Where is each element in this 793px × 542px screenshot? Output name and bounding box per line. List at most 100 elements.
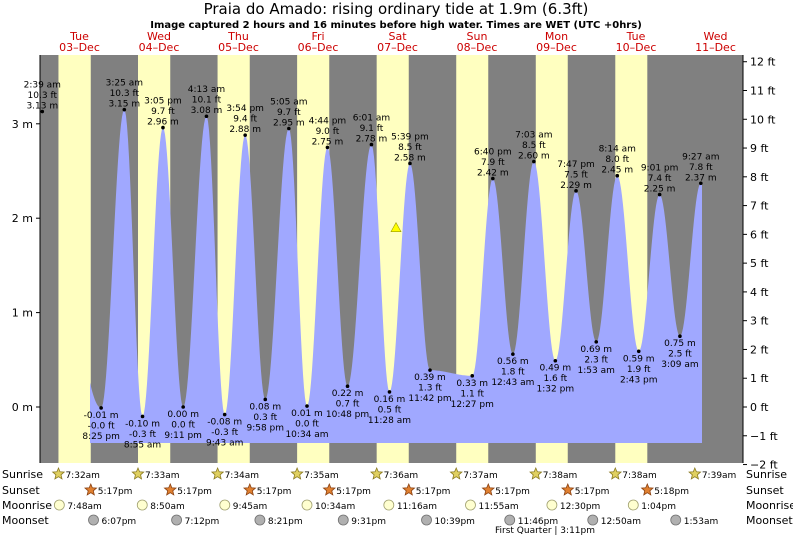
low-tide-ft: -0.3 ft: [129, 430, 156, 440]
axes: 0 m 1 m 2 m 3 m −2 ft −1 ft 0 ft 1 ft 2 ft 3 ft 4 …: [12, 55, 778, 472]
moonrise-icon: [301, 499, 313, 511]
row-label-left: Moonset: [2, 514, 49, 527]
sunset-icon: [640, 482, 654, 496]
low-tide-time: 8:25 pm: [82, 432, 120, 442]
moonset-time: 10:39pm: [435, 517, 475, 527]
low-tide-m: 0.69 m: [580, 345, 612, 355]
sunrise-time: 7:35am: [304, 471, 339, 481]
tide-event-point: [369, 142, 374, 147]
high-tide-time: 9:01 pm: [641, 164, 679, 174]
right-tick-label: 3 ft: [750, 315, 769, 328]
sunset-time: 5:17pm: [98, 487, 133, 497]
sunrise-time: 7:36am: [384, 471, 419, 481]
low-tide-ft: -0.3 ft: [211, 428, 238, 438]
high-tide-ft: 7.8 ft: [689, 163, 713, 173]
low-tide-ft: 1.6 ft: [543, 374, 567, 384]
tide-event-point: [532, 159, 536, 164]
moonrise-icon: [53, 499, 65, 511]
high-tide-m: 2.75 m: [312, 137, 344, 147]
low-tide-ft: 1.1 ft: [460, 389, 484, 399]
sunrise-icon: [131, 466, 145, 480]
right-tick-label: 2 ft: [750, 343, 769, 356]
tide-event-point: [511, 352, 515, 356]
day-name: Tue: [69, 30, 89, 43]
moonset-icon: [421, 514, 432, 526]
day-date: 07–Dec: [377, 41, 418, 54]
right-tick-label: 4 ft: [750, 286, 769, 299]
sunset-icon: [481, 482, 496, 496]
high-tide-m: 2.95 m: [273, 119, 305, 129]
sunrise-icon: [290, 466, 304, 480]
day-date: 09–Dec: [536, 41, 577, 54]
moonrise-icon: [136, 499, 148, 511]
high-tide-m: 2.96 m: [147, 118, 179, 128]
low-tide-m: 0.16 m: [374, 395, 406, 405]
moonset-time: 11:46pm: [518, 517, 558, 527]
low-tide-time: 10:34 am: [285, 430, 328, 440]
sunrise-time: 7:37am: [463, 471, 498, 481]
moonset-time: 6:07pm: [102, 517, 137, 527]
sunset-icon: [83, 482, 98, 496]
right-tick-label: 8 ft: [750, 171, 769, 184]
high-tide-time: 5:39 pm: [391, 132, 429, 142]
moonrise-time: 7:48am: [67, 502, 102, 512]
high-tide-ft: 9.7 ft: [151, 107, 175, 117]
row-label-right: Moonset: [746, 514, 793, 527]
high-tide-time: 4:13 am: [188, 85, 225, 95]
high-tide-m: 2.37 m: [685, 173, 717, 183]
tide-event-point: [305, 404, 309, 408]
moonrise-time: 1:04pm: [641, 502, 676, 512]
moonset-time: 8:21pm: [268, 517, 303, 527]
moonset-icon: [88, 514, 99, 526]
high-tide-m: 2.60 m: [518, 152, 550, 162]
high-tide-time: 8:14 am: [599, 145, 636, 155]
sunrise-icon: [370, 466, 384, 480]
low-tide-m: 0.08 m: [249, 402, 281, 412]
day-name: Thu: [227, 30, 249, 43]
high-tide-time: 7:03 am: [515, 131, 552, 141]
row-label-left: Sunset: [2, 484, 40, 497]
tide-event-point: [222, 412, 227, 417]
tide-curve: [90, 109, 702, 443]
day-headers: Tue03–DecWed04–DecThu05–DecFri06–DecSat0…: [59, 30, 736, 54]
high-tide-ft: 10.3 ft: [110, 89, 140, 99]
tide-event-point: [140, 414, 145, 419]
sunrise-time: 7:32am: [65, 471, 100, 481]
high-tide-m: 2.42 m: [477, 169, 509, 179]
high-tide-m: 2.25 m: [644, 185, 676, 195]
row-label-left: Sunrise: [2, 468, 43, 481]
sunset-time: 5:17pm: [257, 487, 292, 497]
moonrise-icon: [546, 499, 558, 511]
high-tide-ft: 8.5 ft: [522, 141, 546, 151]
right-tick-label: 6 ft: [750, 228, 769, 241]
low-tide-m: 0.49 m: [539, 364, 571, 374]
high-tide-m: 2.29 m: [560, 181, 592, 191]
high-tide-ft: 7.9 ft: [481, 158, 505, 168]
row-label-right: Sunrise: [746, 468, 787, 481]
left-tick-label: 2 m: [12, 212, 33, 225]
high-tide-ft: 10.3 ft: [28, 91, 58, 101]
day-date: 04–Dec: [139, 41, 180, 54]
low-tide-m: 0.75 m: [664, 339, 696, 349]
day-name: Wed: [704, 30, 728, 43]
low-tide-ft: 1.8 ft: [501, 368, 525, 378]
left-tick-label: 3 m: [12, 118, 33, 131]
low-tide-time: 11:42 pm: [408, 394, 451, 404]
low-tide-time: 9:11 pm: [164, 431, 202, 441]
low-tide-ft: 2.5 ft: [668, 350, 692, 360]
moonrise-icon: [383, 499, 395, 511]
moonrise-time: 11:16am: [397, 502, 437, 512]
day-date: 03–Dec: [59, 41, 100, 54]
low-tide-m: 0.33 m: [456, 379, 488, 389]
right-tick-label: 9 ft: [750, 142, 769, 155]
high-tide-time: 3:05 pm: [144, 97, 182, 107]
high-tide-ft: 9.7 ft: [277, 108, 301, 118]
high-tide-time: 3:25 am: [106, 79, 143, 89]
tide-event-point: [657, 192, 662, 197]
moonset-time: 1:53am: [684, 517, 719, 527]
low-tide-ft: 0.0 ft: [171, 421, 195, 431]
day-name: Tue: [626, 30, 646, 43]
low-tide-time: 3:09 am: [661, 360, 698, 370]
